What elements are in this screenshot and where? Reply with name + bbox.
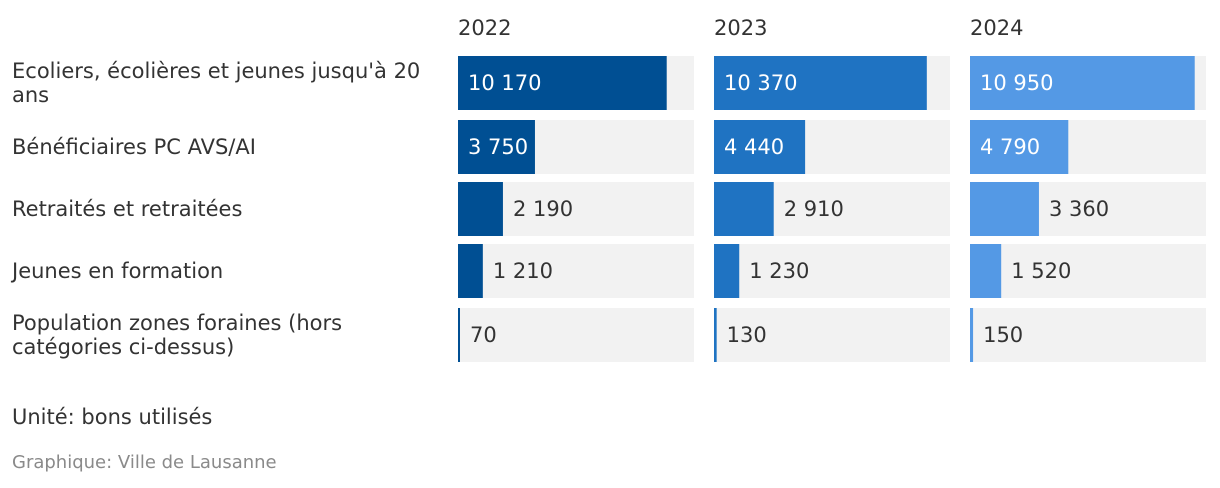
bar-track [458, 308, 694, 362]
bar [458, 308, 460, 362]
bar-track [970, 244, 1206, 298]
bar [458, 182, 503, 236]
bar-track [458, 244, 694, 298]
year-label: 2023 [714, 16, 767, 40]
bar [458, 244, 483, 298]
source-note: Graphique: Ville de Lausanne [12, 452, 277, 473]
bar-track [970, 308, 1206, 362]
bar [714, 56, 927, 110]
unit-note: Unité: bons utilisés [12, 405, 213, 429]
year-label: 2024 [970, 16, 1023, 40]
value-label: 2 190 [513, 197, 573, 221]
category-label: Jeunes en formation [10, 259, 223, 283]
bar [458, 120, 535, 174]
value-label: 10 950 [980, 71, 1053, 95]
bar-track [714, 244, 950, 298]
chart: Ecoliers, écolières et jeunes jusqu'à 20… [10, 16, 1206, 362]
category-label: Population zones foraines (hors catégorie… [12, 311, 342, 359]
value-label: 150 [983, 323, 1023, 347]
bar [714, 308, 717, 362]
value-label: 3 360 [1049, 197, 1109, 221]
bar [970, 308, 974, 362]
bar [970, 120, 1069, 174]
bar-track [714, 308, 950, 362]
value-label: 4 440 [724, 135, 784, 159]
year-label: 2022 [458, 16, 511, 40]
bar [714, 182, 774, 236]
value-label: 1 210 [493, 259, 553, 283]
bar [714, 244, 740, 298]
bar [970, 56, 1195, 110]
bar [970, 244, 1002, 298]
value-label: 10 370 [724, 71, 797, 95]
category-label: Retraités et retraitées [12, 197, 242, 221]
bar [970, 182, 1039, 236]
category-label: Bénéficiaires PC AVS/AI [12, 135, 256, 159]
value-label: 70 [470, 323, 497, 347]
bar [458, 56, 667, 110]
value-label: 3 750 [468, 135, 528, 159]
value-label: 2 910 [784, 197, 844, 221]
value-label: 1 520 [1011, 259, 1071, 283]
category-label: Ecoliers, écolières et jeunes jusqu'à 20… [12, 59, 420, 107]
value-label: 10 170 [468, 71, 541, 95]
value-label: 130 [727, 323, 767, 347]
bar [714, 120, 806, 174]
value-label: 1 230 [749, 259, 809, 283]
value-label: 4 790 [980, 135, 1040, 159]
